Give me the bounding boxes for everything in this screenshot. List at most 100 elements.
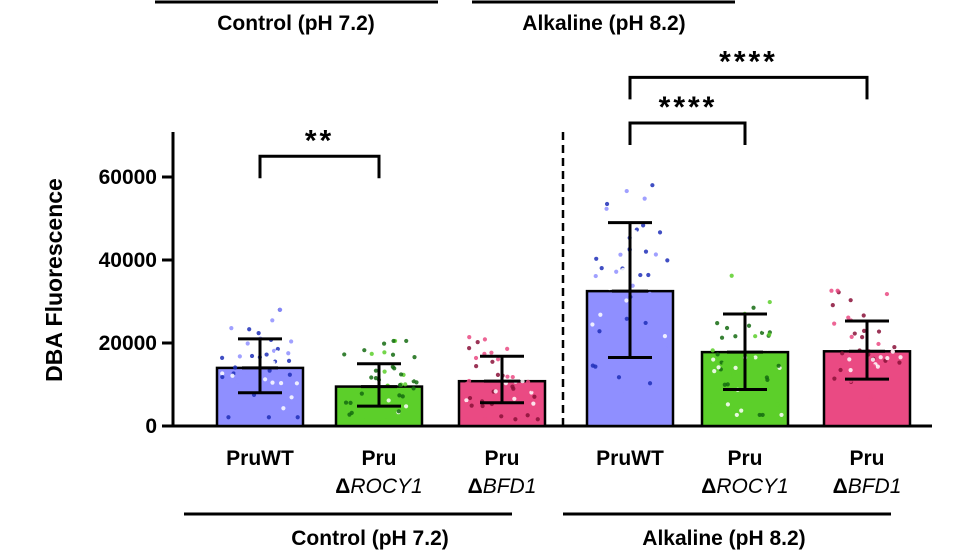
data-point (482, 337, 488, 342)
data-point (270, 380, 275, 385)
data-point (751, 305, 756, 310)
data-point (724, 325, 730, 331)
data-point (403, 382, 408, 387)
data-point (489, 350, 494, 355)
data-point (226, 415, 231, 420)
significance-bracket (258, 154, 381, 179)
data-point (759, 330, 765, 335)
data-point (729, 273, 734, 278)
data-point (403, 404, 409, 409)
data-point (247, 327, 252, 332)
data-point (369, 375, 374, 380)
data-point (618, 252, 623, 257)
data-point (360, 399, 365, 404)
data-point (464, 357, 469, 363)
data-point (725, 382, 730, 387)
data-point (519, 394, 524, 399)
data-point (641, 223, 646, 228)
data-point (598, 312, 603, 317)
data-point (630, 283, 635, 288)
y-tick-label: 20000 (99, 332, 157, 355)
data-point (359, 391, 364, 396)
data-point (229, 326, 234, 331)
data-point (520, 379, 525, 384)
data-point (413, 411, 418, 416)
data-point (619, 388, 625, 393)
data-point (855, 324, 860, 329)
data-point (263, 377, 268, 382)
data-point (294, 381, 299, 386)
data-point (467, 395, 473, 401)
data-point (884, 291, 890, 297)
data-point (593, 273, 598, 279)
category-label-delta: Δ (833, 475, 848, 498)
data-point (271, 360, 276, 365)
data-point (876, 341, 881, 347)
data-point (897, 360, 902, 365)
data-point (753, 334, 758, 339)
data-point (390, 352, 396, 357)
data-point (849, 321, 854, 327)
data-point (641, 200, 647, 205)
category-label-line1: Pru (484, 447, 519, 470)
data-point (466, 417, 471, 422)
data-point (760, 412, 765, 418)
data-point (525, 379, 531, 384)
data-point (624, 316, 629, 321)
data-point (397, 393, 402, 398)
data-point (531, 401, 536, 406)
data-point (473, 355, 479, 361)
data-point (653, 252, 658, 257)
y-axis-label: DBA Fluorescence (41, 178, 67, 382)
data-point (739, 408, 744, 413)
data-point (274, 350, 280, 355)
data-point (890, 349, 895, 354)
data-point (220, 374, 225, 380)
data-point (607, 285, 612, 291)
data-point (604, 206, 609, 211)
data-point (832, 376, 837, 381)
data-point (347, 412, 352, 417)
significance-layer: ********** (258, 45, 869, 179)
data-point (590, 363, 595, 368)
data-point (646, 272, 651, 278)
data-point (397, 382, 403, 388)
data-point (369, 351, 374, 356)
data-point (838, 367, 843, 373)
data-point (512, 340, 517, 345)
data-point (643, 320, 648, 326)
data-point (751, 324, 756, 329)
bottom-group-label-control: Control (pH 7.2) (291, 527, 449, 550)
data-point (860, 335, 865, 340)
data-point (870, 357, 876, 362)
data-point (495, 372, 501, 378)
data-point (733, 365, 738, 370)
data-point (242, 370, 247, 375)
data-point (492, 414, 497, 419)
data-point (828, 307, 833, 312)
data-point (868, 395, 873, 400)
data-point (657, 230, 663, 235)
data-point (510, 374, 515, 380)
data-point (247, 394, 252, 399)
data-point (482, 417, 488, 422)
data-point (233, 365, 238, 370)
data-point (275, 355, 280, 361)
data-point (467, 346, 472, 351)
data-point (624, 188, 629, 194)
data-point (775, 402, 780, 407)
data-point (848, 298, 853, 303)
data-point (633, 340, 638, 345)
data-point (898, 355, 903, 360)
data-point (237, 354, 242, 359)
data-point (373, 368, 379, 373)
data-point (757, 412, 762, 418)
data-point (712, 369, 717, 374)
data-point (409, 376, 414, 381)
data-point (749, 355, 755, 361)
top-group-label-control: Control (pH 7.2) (217, 12, 375, 35)
data-point (345, 417, 351, 422)
data-point (535, 417, 540, 422)
